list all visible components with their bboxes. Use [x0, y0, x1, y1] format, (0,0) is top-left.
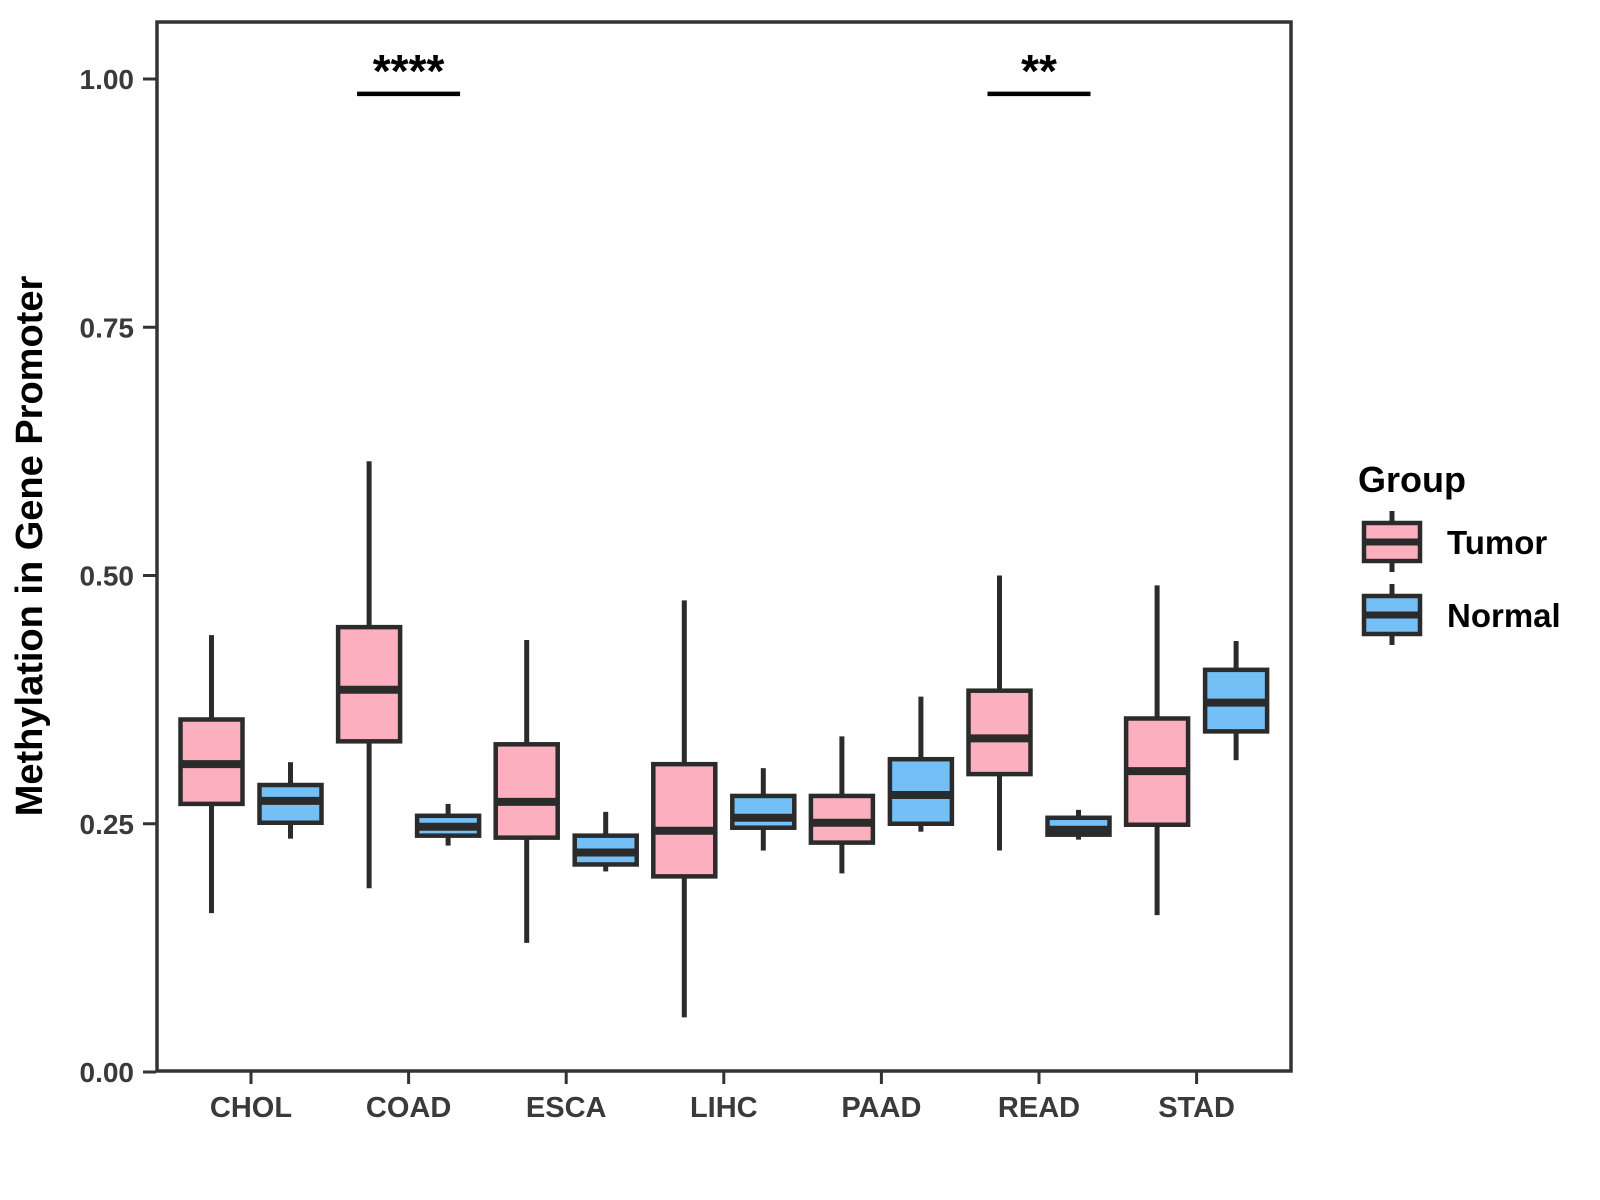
- x-axis-tick-label: LIHC: [690, 1092, 758, 1124]
- x-axis-tick-label: ESCA: [526, 1092, 607, 1124]
- legend-key-normal-icon: [1361, 584, 1423, 645]
- box-Tumor-READ: [966, 688, 1033, 777]
- y-axis-tick-label: 0.00: [80, 1057, 135, 1088]
- y-axis-tick-label: 0.75: [80, 312, 135, 343]
- x-axis-tick-label: CHOL: [210, 1092, 292, 1124]
- y-axis-tick-label: 0.50: [80, 561, 135, 592]
- y-axis-tick-label: 1.00: [80, 64, 135, 95]
- y-axis-tick-label: 0.25: [80, 809, 135, 840]
- legend-label-tumor: Tumor: [1447, 524, 1547, 561]
- x-axis-tick-label: COAD: [366, 1092, 451, 1124]
- legend-title: Group: [1358, 459, 1466, 500]
- legend: Group Tumor Normal: [1358, 459, 1561, 645]
- panel-border: [155, 20, 1293, 1073]
- box-Tumor-LIHC: [651, 761, 718, 879]
- significance-label-READ: **: [1021, 45, 1057, 97]
- box-Normal-LIHC: [730, 793, 797, 830]
- legend-key-tumor-icon: [1361, 511, 1423, 572]
- significance-label-COAD: ****: [373, 45, 445, 97]
- y-axis-title: Methylation in Gene Promoter: [9, 276, 51, 817]
- box-Tumor-COAD: [335, 624, 403, 744]
- box-Tumor-ESCA: [493, 742, 560, 840]
- x-axis-tick-label: READ: [998, 1092, 1080, 1124]
- legend-label-normal: Normal: [1447, 597, 1561, 634]
- x-axis-tick-label: PAAD: [841, 1092, 921, 1124]
- x-axis-tick-label: STAD: [1158, 1092, 1235, 1124]
